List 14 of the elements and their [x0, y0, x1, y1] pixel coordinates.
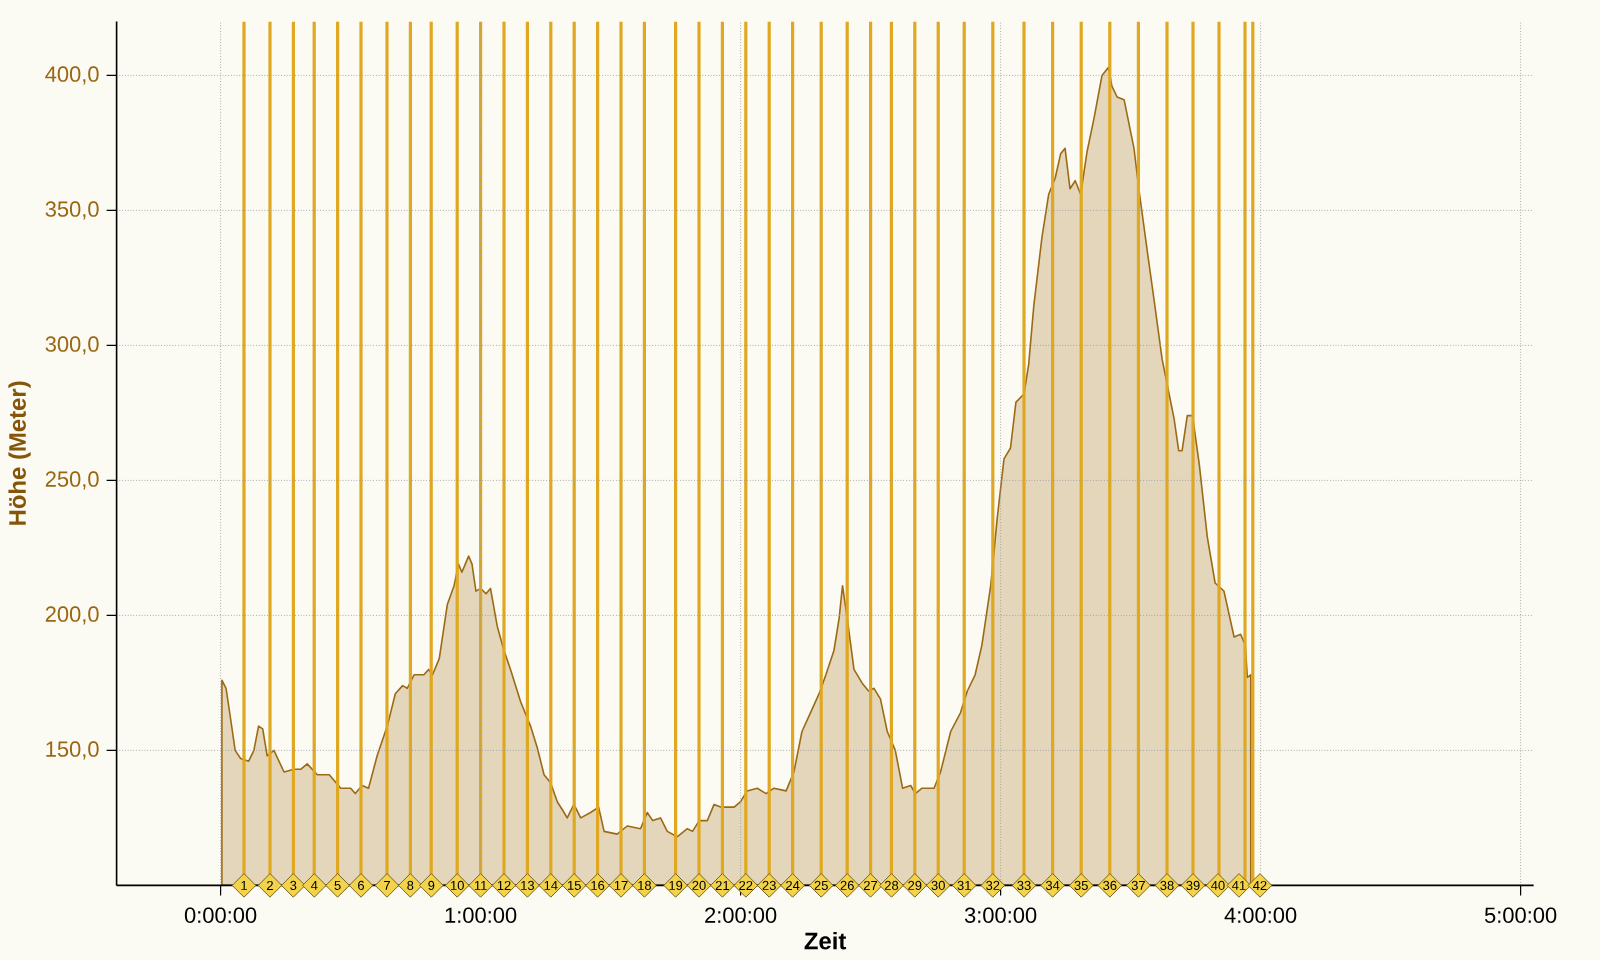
- y-tick-label: 400,0: [45, 66, 99, 85]
- x-tick-label: 3:00:00: [964, 907, 1037, 923]
- x-tick-label: 2:00:00: [705, 907, 777, 923]
- x-tick-label: 0:00:00: [184, 907, 257, 923]
- x-axis-title: Zeit: [804, 931, 847, 950]
- y-tick-label: 250,0: [45, 471, 99, 490]
- y-tick-label: 150,0: [46, 741, 99, 760]
- y-tick-label: 350,0: [45, 201, 99, 220]
- x-tick-label: 4:00:00: [1224, 907, 1297, 923]
- y-tick-label: 200,0: [45, 606, 99, 625]
- x-tick-label: 1:00:00: [445, 907, 517, 923]
- x-tick-label: 5:00:00: [1484, 907, 1557, 923]
- y-axis-title: Höhe (Meter): [8, 381, 31, 525]
- y-tick-label: 300,0: [45, 336, 99, 355]
